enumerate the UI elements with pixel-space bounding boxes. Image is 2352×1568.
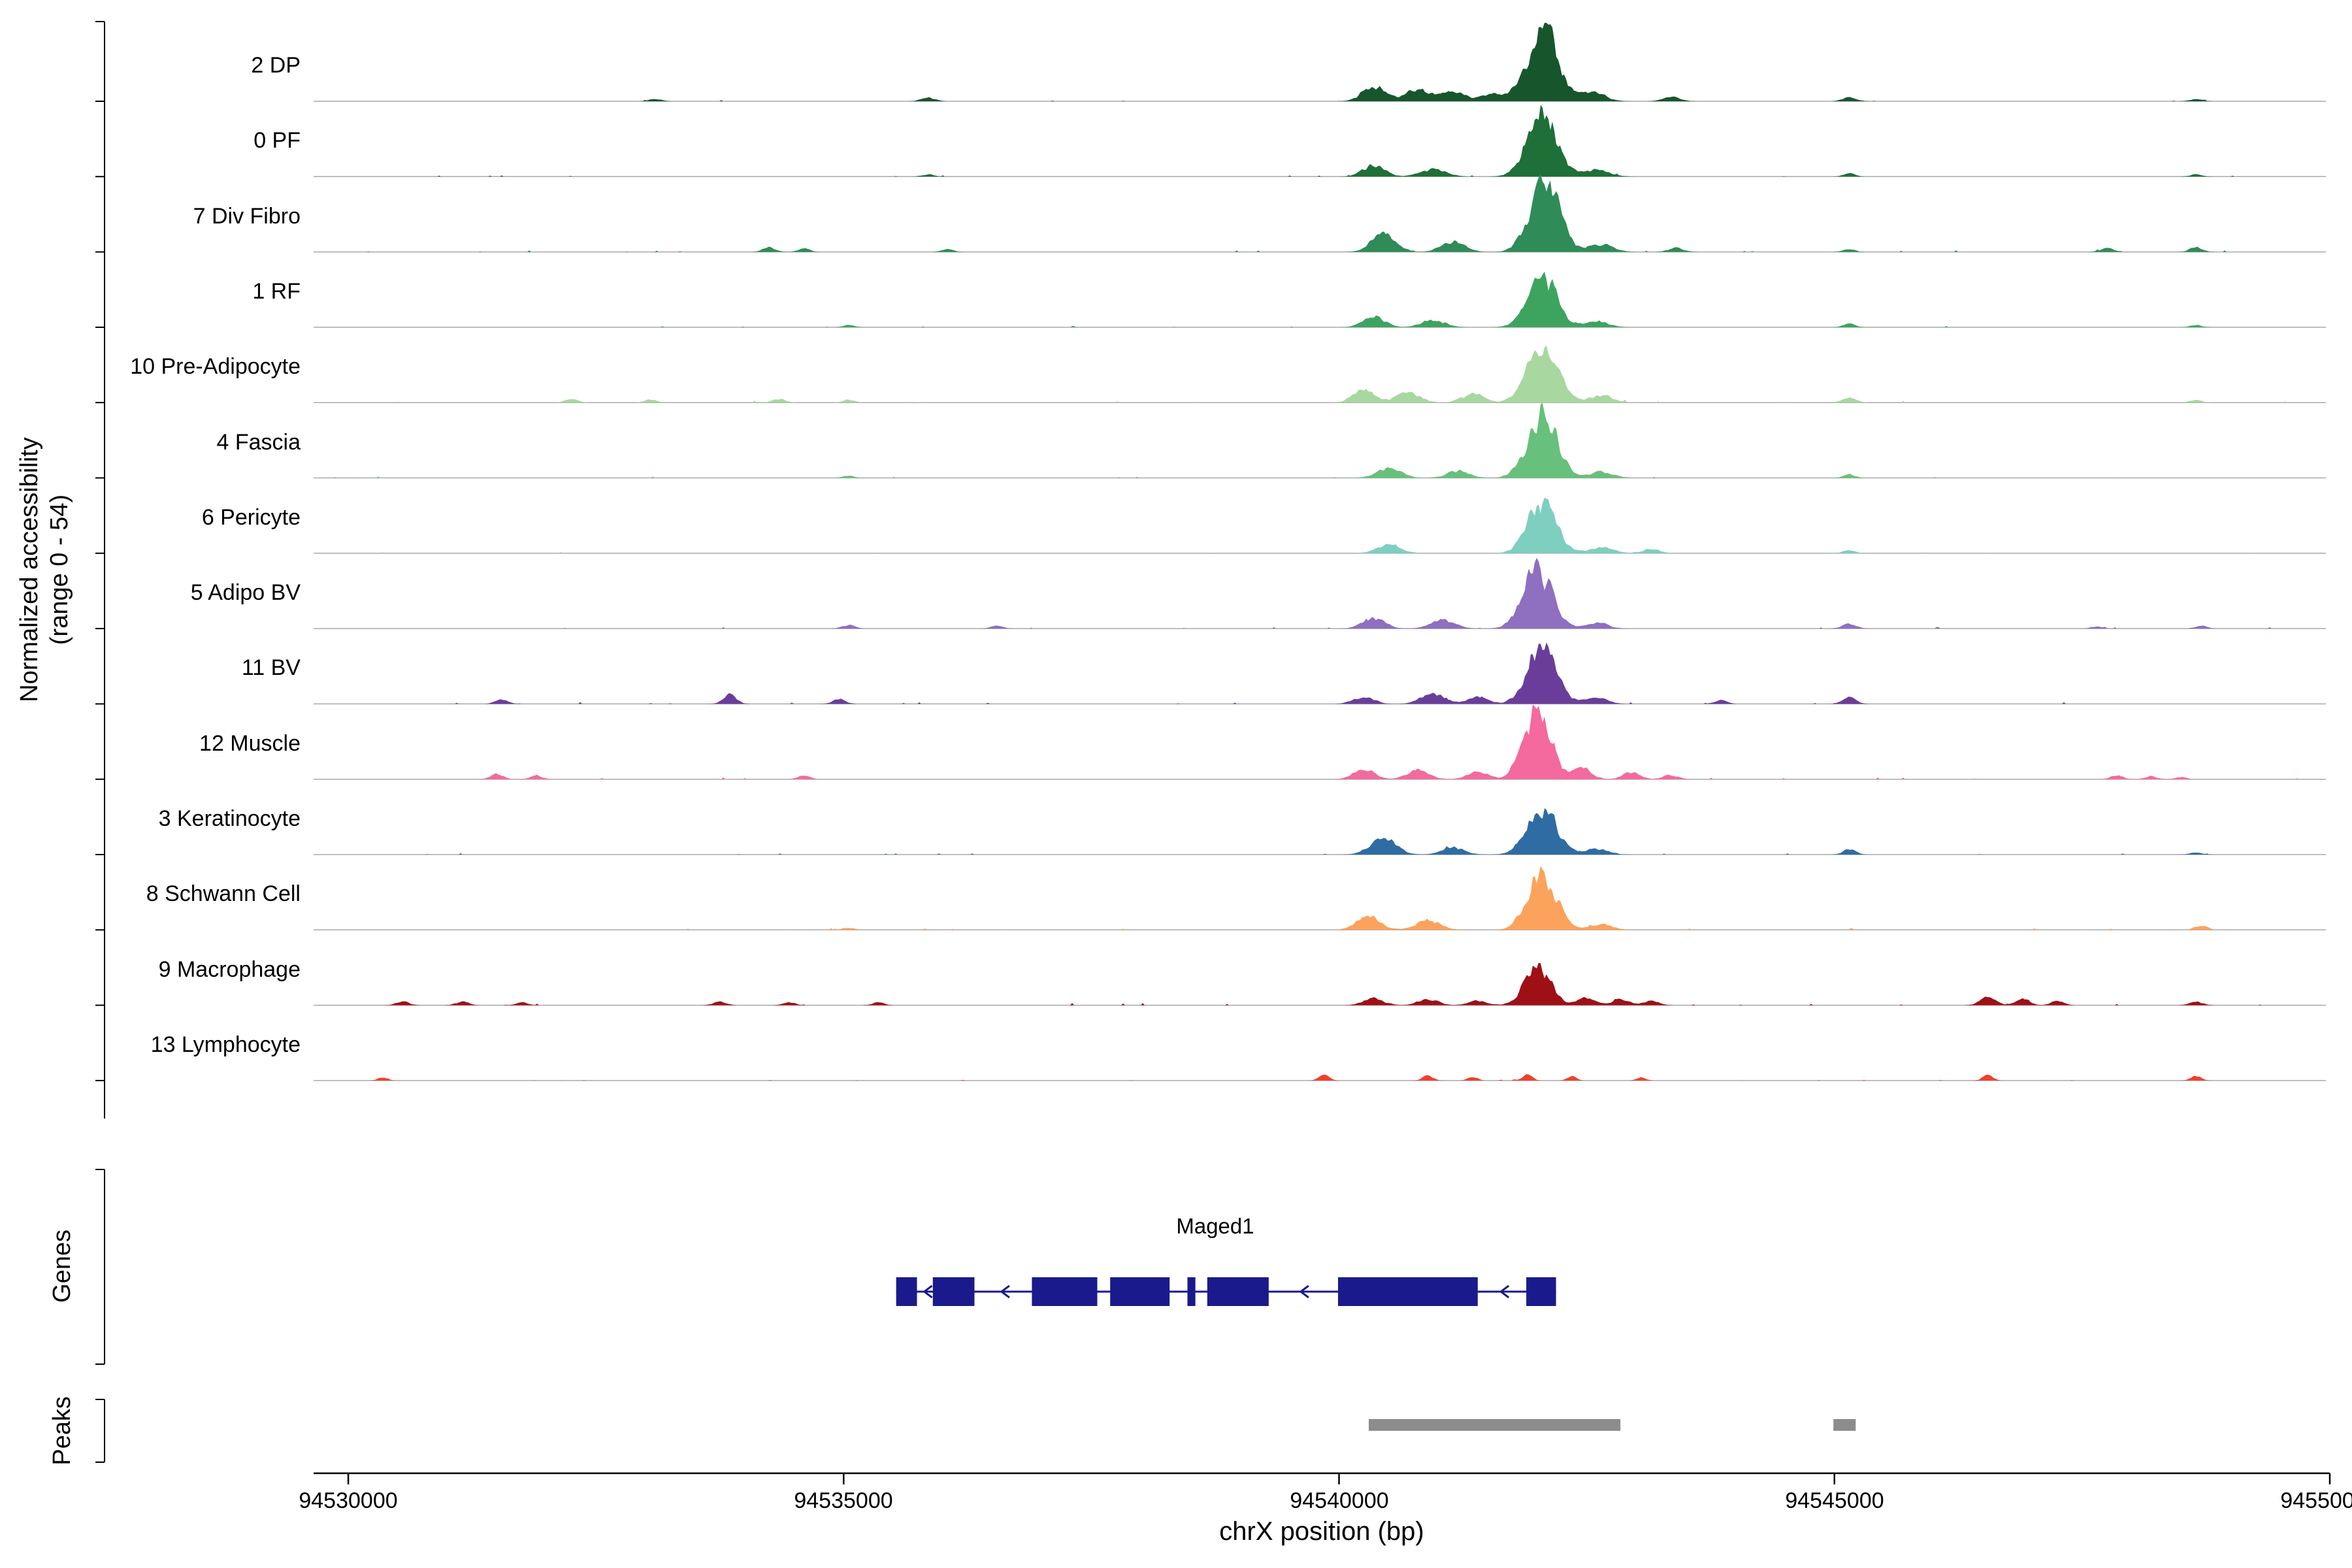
gene-exon-5 bbox=[1207, 1277, 1269, 1306]
y-axis-label-line1: Normalized accessibility bbox=[16, 437, 43, 702]
gene-exon-2 bbox=[1032, 1277, 1098, 1306]
signal-track-2 bbox=[314, 174, 2326, 252]
x-axis-tick-label-94550000: 94550000 bbox=[2280, 1488, 2352, 1513]
signal-track-0 bbox=[314, 23, 2326, 101]
track-label-3-keratinocyte: 3 Keratinocyte bbox=[158, 806, 301, 831]
signal-track-4 bbox=[314, 345, 2326, 403]
gene-strand-arrow-0 bbox=[923, 1284, 933, 1299]
signal-track-12 bbox=[314, 962, 2326, 1005]
peak-region-bar-1 bbox=[1833, 1419, 1856, 1431]
signal-track-3 bbox=[314, 271, 2326, 327]
signal-track-5 bbox=[314, 402, 2326, 478]
track-label-0-pf: 0 PF bbox=[253, 128, 301, 153]
track-label-2-dp: 2 DP bbox=[251, 53, 301, 78]
signal-track-7 bbox=[314, 557, 2326, 629]
gene-strand-arrow-2 bbox=[1299, 1284, 1309, 1299]
gene-exon-3 bbox=[1110, 1277, 1170, 1306]
x-axis-tick-label-94535000: 94535000 bbox=[794, 1488, 893, 1513]
gene-exon-0 bbox=[896, 1277, 917, 1306]
x-axis-tick-label-94545000: 94545000 bbox=[1785, 1488, 1884, 1513]
track-label-7-div-fibro: 7 Div Fibro bbox=[193, 204, 301, 229]
y-axis-label-line2: (range 0 - 54) bbox=[46, 494, 73, 645]
track-label-12-muscle: 12 Muscle bbox=[199, 731, 301, 756]
track-label-13-lymphocyte: 13 Lymphocyte bbox=[150, 1032, 301, 1057]
signal-track-1 bbox=[314, 105, 2326, 177]
peaks-section-label: Peaks bbox=[48, 1396, 76, 1465]
track-label-9-macrophage: 9 Macrophage bbox=[158, 957, 301, 982]
peak-region-bar-0 bbox=[1369, 1419, 1621, 1431]
track-label-6-pericyte: 6 Pericyte bbox=[201, 505, 301, 530]
signal-track-9 bbox=[314, 704, 2326, 779]
gene-strand-arrow-3 bbox=[1499, 1284, 1510, 1299]
x-axis-title: chrX position (bp) bbox=[1219, 1517, 1424, 1546]
genes-section-label: Genes bbox=[48, 1230, 76, 1303]
track-label-1-rf: 1 RF bbox=[252, 279, 301, 304]
signal-track-11 bbox=[314, 866, 2326, 930]
gene-exon-4 bbox=[1187, 1277, 1196, 1306]
track-label-10-pre-adipocyte: 10 Pre-Adipocyte bbox=[130, 354, 301, 379]
gene-exon-1 bbox=[932, 1277, 975, 1306]
x-axis-tick-label-94540000: 94540000 bbox=[1290, 1488, 1389, 1513]
track-label-4-fascia: 4 Fascia bbox=[216, 430, 301, 455]
signal-track-10 bbox=[314, 808, 2326, 855]
gene-name-label: Maged1 bbox=[1176, 1214, 1254, 1238]
gene-strand-arrow-1 bbox=[1000, 1284, 1010, 1299]
track-label-8-schwann-cell: 8 Schwann Cell bbox=[146, 881, 301, 906]
signal-track-6 bbox=[314, 497, 2326, 553]
gene-exon-6 bbox=[1338, 1277, 1478, 1306]
track-label-5-adipo-bv: 5 Adipo BV bbox=[190, 580, 301, 605]
track-label-11-bv: 11 BV bbox=[241, 655, 301, 680]
signal-track-13 bbox=[314, 1074, 2326, 1081]
x-axis-tick-label-94530000: 94530000 bbox=[299, 1488, 398, 1513]
y-axis-label: Normalized accessibility (range 0 - 54) bbox=[14, 243, 74, 896]
gene-exon-7 bbox=[1526, 1277, 1556, 1306]
signal-track-8 bbox=[314, 642, 2326, 704]
